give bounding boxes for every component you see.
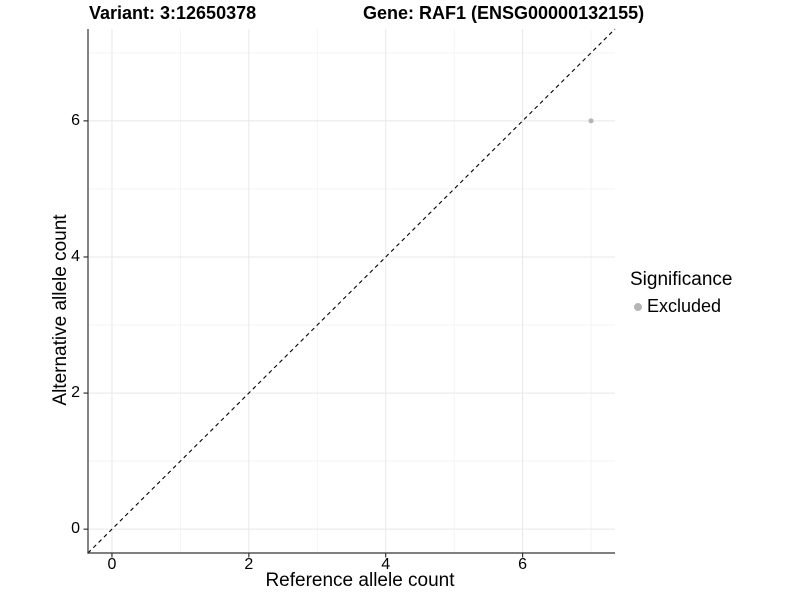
circle-icon: [634, 302, 642, 311]
data-point: [588, 118, 594, 124]
x-axis-title: Reference allele count: [265, 570, 455, 591]
variant-title: Variant: 3:12650378: [89, 3, 257, 23]
y-tick-label: 0: [71, 520, 80, 538]
y-tick-label: 4: [71, 247, 80, 265]
x-tick-label: 2: [244, 556, 254, 573]
legend-item-excluded: Excluded: [634, 296, 732, 318]
legend-item-label: Excluded: [647, 295, 722, 316]
gene-title: Gene: RAF1 (ENSG00000132155): [363, 3, 645, 23]
x-tick-label: 6: [518, 556, 528, 573]
y-axis-title: Alternative allele count: [50, 214, 71, 406]
y-tick-label: 2: [71, 384, 80, 402]
x-tick-label: 0: [107, 556, 117, 573]
legend: Significance Excluded: [630, 269, 732, 317]
legend-title: Significance: [630, 269, 733, 290]
identity-line: [87, 28, 616, 554]
y-tick-label: 6: [71, 111, 80, 129]
x-tick-label: 4: [381, 556, 391, 573]
